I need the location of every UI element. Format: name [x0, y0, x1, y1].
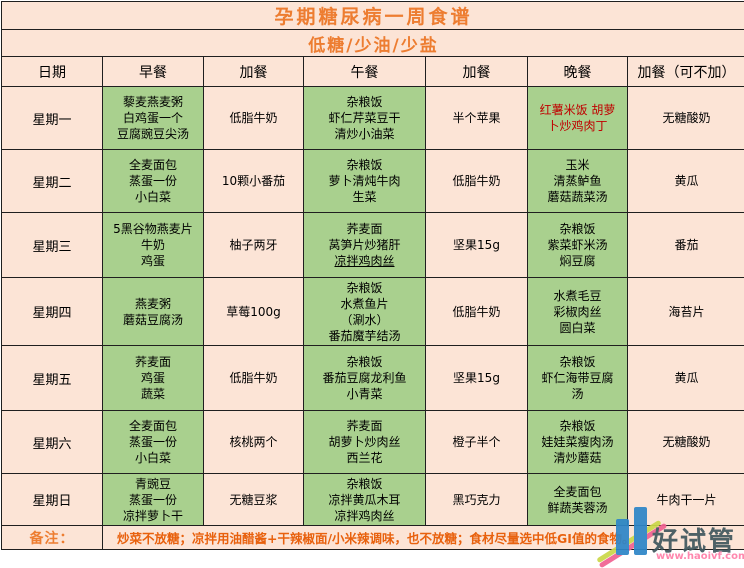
- table-row-monday: 星期一 藜麦燕麦粥白鸡蛋一个豆腐豌豆尖汤 低脂牛奶 杂粮饭虾仁芹菜豆干清炒小油菜…: [2, 87, 744, 150]
- meal-cell-snack: 低脂牛奶: [204, 346, 304, 411]
- day-label: 星期二: [2, 150, 103, 213]
- column-header-breakfast: 早餐: [103, 57, 204, 87]
- day-label: 星期日: [2, 474, 103, 526]
- page-subtitle: 低糖/少油/少盐: [2, 30, 744, 57]
- meal-cell-lunch: 杂粮饭凉拌黄瓜木耳凉拌鸡肉丝: [304, 474, 426, 526]
- meal-cell-dinner: 杂粮饭虾仁海带豆腐汤: [528, 346, 628, 411]
- page-subtitle-text: 低糖/少油/少盐: [308, 36, 438, 56]
- meal-cell-breakfast: 5黑谷物燕麦片牛奶鸡蛋: [103, 213, 204, 278]
- column-header-snack1: 加餐: [204, 57, 304, 87]
- meal-cell-snack: 坚果15g: [426, 346, 528, 411]
- meal-cell-snack: 坚果15g: [426, 213, 528, 278]
- meal-cell-snack: 黄瓜: [628, 150, 744, 213]
- meal-cell-snack: 草莓100g: [204, 278, 304, 346]
- day-label: 星期一: [2, 87, 103, 150]
- meal-cell-snack: 无糖豆浆: [204, 474, 304, 526]
- page-title: 孕期糖尿病一周食谱: [2, 2, 744, 30]
- meal-cell-snack: 柚子两牙: [204, 213, 304, 278]
- meal-cell-breakfast: 全麦面包蒸蛋一份小白菜: [103, 411, 204, 474]
- meal-cell-snack: 低脂牛奶: [204, 87, 304, 150]
- table-row-saturday: 星期六 全麦面包蒸蛋一份小白菜 核桃两个 荞麦面胡萝卜炒肉丝西兰花 橙子半个 杂…: [2, 411, 744, 474]
- meal-cell-dinner: 水煮毛豆彩椒肉丝圆白菜: [528, 278, 628, 346]
- table-row-sunday: 星期日 青豌豆蒸蛋一份凉拌萝卜干 无糖豆浆 杂粮饭凉拌黄瓜木耳凉拌鸡肉丝 黑巧克…: [2, 474, 744, 526]
- meal-cell-snack: 无糖酸奶: [628, 411, 744, 474]
- meal-cell-snack: 橙子半个: [426, 411, 528, 474]
- meal-cell-lunch: 荞麦面莴笋片炒猪肝凉拌鸡肉丝: [304, 213, 426, 278]
- meal-cell-dinner: 杂粮饭紫菜虾米汤焖豆腐: [528, 213, 628, 278]
- column-header-dinner: 晚餐: [528, 57, 628, 87]
- table-row-tuesday: 星期二 全麦面包蒸蛋一份小白菜 10颗小番茄 杂粮饭萝卜清炖牛肉生菜 低脂牛奶 …: [2, 150, 744, 213]
- note-label: 备注：: [2, 526, 103, 550]
- meal-cell-breakfast: 全麦面包蒸蛋一份小白菜: [103, 150, 204, 213]
- meal-cell-snack: 低脂牛奶: [426, 150, 528, 213]
- meal-cell-snack: 核桃两个: [204, 411, 304, 474]
- meal-cell-snack: 牛肉干一片: [628, 474, 744, 526]
- meal-cell-dinner: 玉米清蒸鲈鱼蘑菇蔬菜汤: [528, 150, 628, 213]
- meal-cell-snack: 低脂牛奶: [426, 278, 528, 346]
- watermark-website-url: www.haoivf.com: [656, 551, 744, 562]
- meal-cell-dinner: 杂粮饭娃娃菜瘦肉汤清炒蘑菇: [528, 411, 628, 474]
- meal-cell-dinner-highlighted: 红薯米饭 胡萝卜炒鸡肉丁: [528, 87, 628, 150]
- day-label: 星期六: [2, 411, 103, 474]
- meal-cell-snack: 半个苹果: [426, 87, 528, 150]
- header-row: 日期 早餐 加餐 午餐 加餐 晚餐 加餐（可不加）: [2, 57, 744, 87]
- meal-cell-snack: 海苔片: [628, 278, 744, 346]
- meal-cell-snack: 10颗小番茄: [204, 150, 304, 213]
- column-header-snack2: 加餐: [426, 57, 528, 87]
- meal-cell-snack: 黄瓜: [628, 346, 744, 411]
- meal-cell-lunch: 荞麦面胡萝卜炒肉丝西兰花: [304, 411, 426, 474]
- table-row-thursday: 星期四 燕麦粥蘑菇豆腐汤 草莓100g 杂粮饭水煮鱼片（涮水）番茄魔芋结汤 低脂…: [2, 278, 744, 346]
- meal-cell-dinner: 全麦面包鲜蔬芙蓉汤: [528, 474, 628, 526]
- meal-plan-table: 孕期糖尿病一周食谱 低糖/少油/少盐 日期 早餐 加餐 午餐 加餐 晚餐 加餐（…: [1, 1, 744, 550]
- meal-cell-breakfast: 青豌豆蒸蛋一份凉拌萝卜干: [103, 474, 204, 526]
- meal-cell-lunch: 杂粮饭番茄豆腐龙利鱼小青菜: [304, 346, 426, 411]
- meal-cell-snack: 无糖酸奶: [628, 87, 744, 150]
- meal-cell-breakfast: 荞麦面鸡蛋蔬菜: [103, 346, 204, 411]
- meal-cell-snack: 番茄: [628, 213, 744, 278]
- column-header-date: 日期: [2, 57, 103, 87]
- column-header-lunch: 午餐: [304, 57, 426, 87]
- table-row-wednesday: 星期三 5黑谷物燕麦片牛奶鸡蛋 柚子两牙 荞麦面莴笋片炒猪肝凉拌鸡肉丝 坚果15…: [2, 213, 744, 278]
- note-text: 炒菜不放糖；凉拌用油醋酱+干辣椒面/小米辣调味，也不放糖；食材尽量选中低GI值的…: [103, 526, 744, 550]
- page-title-text: 孕期糖尿病一周食谱: [275, 6, 473, 28]
- day-label: 星期三: [2, 213, 103, 278]
- meal-cell-lunch: 杂粮饭水煮鱼片（涮水）番茄魔芋结汤: [304, 278, 426, 346]
- meal-cell-lunch: 杂粮饭虾仁芹菜豆干清炒小油菜: [304, 87, 426, 150]
- meal-cell-snack: 黑巧克力: [426, 474, 528, 526]
- meal-cell-breakfast: 燕麦粥蘑菇豆腐汤: [103, 278, 204, 346]
- meal-cell-breakfast: 藜麦燕麦粥白鸡蛋一个豆腐豌豆尖汤: [103, 87, 204, 150]
- note-row: 备注： 炒菜不放糖；凉拌用油醋酱+干辣椒面/小米辣调味，也不放糖；食材尽量选中低…: [2, 526, 744, 550]
- day-label: 星期五: [2, 346, 103, 411]
- table-row-friday: 星期五 荞麦面鸡蛋蔬菜 低脂牛奶 杂粮饭番茄豆腐龙利鱼小青菜 坚果15g 杂粮饭…: [2, 346, 744, 411]
- day-label: 星期四: [2, 278, 103, 346]
- meal-cell-lunch: 杂粮饭萝卜清炖牛肉生菜: [304, 150, 426, 213]
- column-header-snack3: 加餐（可不加）: [628, 57, 744, 87]
